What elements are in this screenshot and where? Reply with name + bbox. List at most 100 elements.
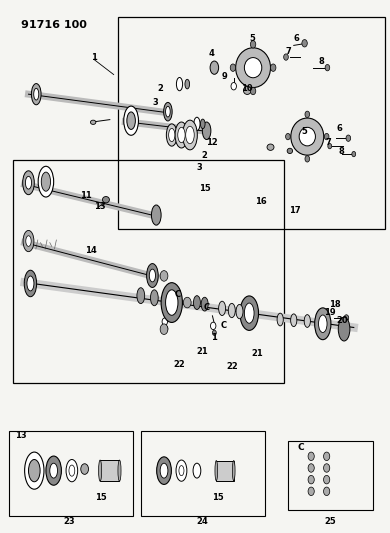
Ellipse shape bbox=[147, 264, 158, 287]
Circle shape bbox=[324, 452, 330, 461]
Bar bbox=[100, 460, 119, 481]
Text: 2: 2 bbox=[157, 84, 163, 93]
Text: 20: 20 bbox=[336, 316, 348, 325]
Text: 7: 7 bbox=[326, 139, 332, 148]
Bar bbox=[288, 441, 373, 511]
Text: 22: 22 bbox=[174, 360, 185, 368]
Text: 2: 2 bbox=[201, 151, 207, 160]
Ellipse shape bbox=[236, 304, 243, 319]
Ellipse shape bbox=[161, 282, 183, 322]
Text: C: C bbox=[204, 303, 210, 312]
Ellipse shape bbox=[193, 463, 201, 478]
Ellipse shape bbox=[228, 303, 235, 318]
Circle shape bbox=[162, 318, 168, 325]
Ellipse shape bbox=[176, 460, 187, 481]
Ellipse shape bbox=[34, 88, 39, 100]
Ellipse shape bbox=[149, 269, 156, 282]
Text: 3: 3 bbox=[197, 164, 202, 172]
Bar bbox=[9, 431, 133, 516]
Ellipse shape bbox=[176, 77, 183, 91]
Ellipse shape bbox=[319, 315, 327, 333]
Circle shape bbox=[285, 133, 290, 140]
Circle shape bbox=[81, 464, 89, 474]
Text: 13: 13 bbox=[94, 201, 106, 211]
Text: 24: 24 bbox=[197, 516, 209, 526]
Circle shape bbox=[271, 64, 276, 71]
Text: 5: 5 bbox=[249, 34, 255, 43]
Text: 19: 19 bbox=[324, 308, 335, 317]
Bar bbox=[117, 17, 385, 229]
Ellipse shape bbox=[23, 230, 34, 252]
Text: 14: 14 bbox=[85, 246, 96, 255]
Bar bbox=[216, 461, 234, 481]
Text: 8: 8 bbox=[339, 147, 344, 156]
Ellipse shape bbox=[215, 461, 218, 481]
Ellipse shape bbox=[183, 120, 197, 150]
Text: 25: 25 bbox=[324, 516, 337, 526]
Ellipse shape bbox=[166, 107, 170, 117]
Circle shape bbox=[164, 326, 168, 331]
Ellipse shape bbox=[304, 314, 310, 327]
Ellipse shape bbox=[151, 205, 161, 225]
Ellipse shape bbox=[151, 290, 158, 306]
Ellipse shape bbox=[118, 460, 121, 481]
Ellipse shape bbox=[193, 296, 200, 310]
Text: 7: 7 bbox=[286, 47, 292, 56]
Ellipse shape bbox=[166, 290, 178, 316]
Ellipse shape bbox=[232, 461, 235, 481]
Text: 18: 18 bbox=[330, 300, 341, 309]
Circle shape bbox=[230, 64, 236, 71]
Text: 11: 11 bbox=[80, 191, 92, 200]
Text: 4: 4 bbox=[209, 50, 214, 59]
Ellipse shape bbox=[23, 171, 34, 195]
Circle shape bbox=[308, 487, 314, 496]
Text: 6: 6 bbox=[294, 34, 300, 43]
Circle shape bbox=[346, 135, 351, 141]
Text: 16: 16 bbox=[255, 197, 267, 206]
Text: 13: 13 bbox=[15, 431, 27, 440]
Text: 1: 1 bbox=[91, 53, 97, 62]
Circle shape bbox=[211, 322, 216, 329]
Ellipse shape bbox=[267, 144, 274, 150]
Ellipse shape bbox=[50, 463, 58, 478]
Circle shape bbox=[324, 475, 330, 484]
Text: 21: 21 bbox=[251, 349, 263, 358]
Ellipse shape bbox=[167, 124, 177, 146]
Circle shape bbox=[308, 464, 314, 472]
Text: 15: 15 bbox=[212, 492, 223, 502]
Bar bbox=[13, 160, 284, 383]
Ellipse shape bbox=[28, 459, 40, 482]
Text: 1: 1 bbox=[211, 333, 217, 342]
Ellipse shape bbox=[299, 127, 316, 146]
Circle shape bbox=[344, 315, 349, 321]
Text: 23: 23 bbox=[63, 516, 75, 526]
Circle shape bbox=[250, 41, 256, 48]
Text: C: C bbox=[298, 443, 304, 453]
Ellipse shape bbox=[210, 61, 219, 74]
Text: C: C bbox=[221, 321, 227, 330]
Text: 3: 3 bbox=[152, 98, 158, 107]
Ellipse shape bbox=[185, 79, 190, 89]
Ellipse shape bbox=[164, 102, 172, 121]
Circle shape bbox=[324, 464, 330, 472]
Ellipse shape bbox=[338, 317, 350, 341]
Ellipse shape bbox=[175, 122, 188, 148]
Ellipse shape bbox=[245, 58, 262, 78]
Ellipse shape bbox=[200, 119, 205, 128]
Ellipse shape bbox=[32, 84, 41, 105]
Text: 22: 22 bbox=[226, 362, 238, 370]
Ellipse shape bbox=[137, 288, 145, 304]
Circle shape bbox=[213, 330, 216, 335]
Ellipse shape bbox=[287, 148, 292, 154]
Ellipse shape bbox=[24, 270, 37, 297]
Ellipse shape bbox=[243, 86, 251, 94]
Ellipse shape bbox=[157, 457, 171, 484]
Text: 15: 15 bbox=[96, 492, 107, 502]
Circle shape bbox=[305, 156, 310, 162]
Ellipse shape bbox=[103, 197, 110, 203]
Ellipse shape bbox=[194, 117, 200, 131]
Ellipse shape bbox=[168, 128, 175, 142]
Text: 10: 10 bbox=[241, 84, 252, 93]
Circle shape bbox=[160, 324, 168, 335]
Text: 21: 21 bbox=[197, 347, 209, 356]
